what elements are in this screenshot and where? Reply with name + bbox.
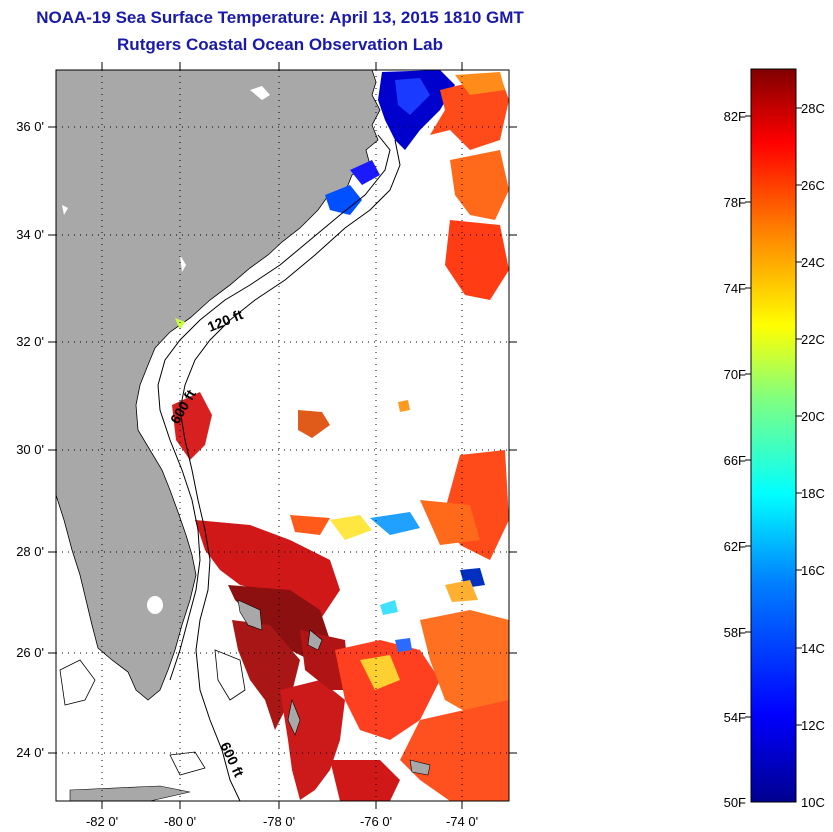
isobath-600ft xyxy=(179,139,401,801)
colorbar-f-label: 74F xyxy=(724,281,746,296)
colorbar-f-label: 58F xyxy=(724,625,746,640)
colorbar-f-label: 54F xyxy=(724,710,746,725)
colorbar-c-label: 16C xyxy=(801,563,825,578)
colorbar-f-label: 70F xyxy=(724,367,746,382)
colorbar-c-label: 24C xyxy=(801,255,825,270)
colorbar-c-label: 10C xyxy=(801,795,825,810)
lat-tick-label: 30 0' xyxy=(16,442,44,457)
lon-tick-label: -82 0' xyxy=(86,814,118,829)
colorbar-c-label: 28C xyxy=(801,101,825,116)
lon-tick-label: -76 0' xyxy=(360,814,392,829)
lat-tick-label: 34 0' xyxy=(16,227,44,242)
lat-tick-label: 36 0' xyxy=(16,119,44,134)
lat-tick-label: 26 0' xyxy=(16,645,44,660)
colorbar-f-label: 78F xyxy=(724,195,746,210)
colorbar-c-label: 20C xyxy=(801,409,825,424)
lat-tick-label: 28 0' xyxy=(16,544,44,559)
colorbar-c-label: 12C xyxy=(801,718,825,733)
isobath-120ft xyxy=(157,134,391,681)
colorbar-f-label: 62F xyxy=(724,539,746,554)
colorbar-c-label: 26C xyxy=(801,178,825,193)
sst-data xyxy=(172,70,509,801)
colorbar-c-label: 14C xyxy=(801,641,825,656)
colorbar-f-label: 66F xyxy=(724,453,746,468)
map-frame xyxy=(55,69,510,802)
axis-ticks xyxy=(48,62,517,809)
map-subtitle: Rutgers Coastal Ocean Observation Lab xyxy=(117,35,443,54)
colorbar-f-label: 50F xyxy=(724,795,746,810)
colorbar-ticks xyxy=(745,107,802,726)
lat-tick-label: 24 0' xyxy=(16,745,44,760)
lat-tick-label: 32 0' xyxy=(16,334,44,349)
lon-tick-label: -74 0' xyxy=(446,814,478,829)
lon-tick-label: -80 0' xyxy=(164,814,196,829)
colorbar xyxy=(750,68,797,803)
colorbar-c-label: 22C xyxy=(801,332,825,347)
colorbar-c-label: 18C xyxy=(801,486,825,501)
map-title: NOAA-19 Sea Surface Temperature: April 1… xyxy=(36,8,524,27)
colorbar-f-label: 82F xyxy=(724,109,746,124)
lon-tick-label: -78 0' xyxy=(263,814,295,829)
